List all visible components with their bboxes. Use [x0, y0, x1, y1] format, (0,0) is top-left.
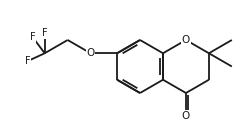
Text: F: F [30, 32, 36, 42]
Text: F: F [42, 28, 48, 38]
Text: O: O [182, 110, 190, 121]
Text: O: O [86, 48, 95, 58]
Text: O: O [182, 35, 190, 45]
Text: F: F [25, 56, 30, 66]
